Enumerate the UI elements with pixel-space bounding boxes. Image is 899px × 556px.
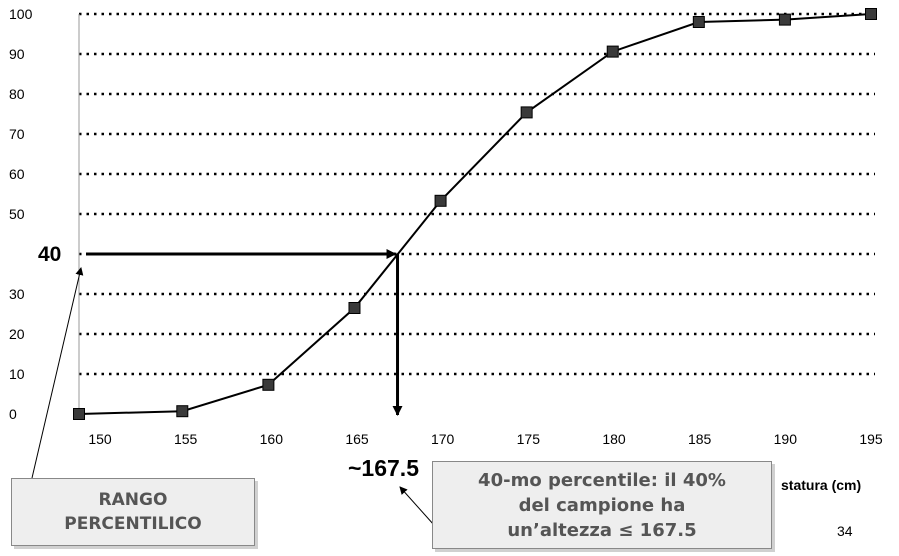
rango-pointer-arrow [31,267,84,479]
data-point [434,194,447,207]
explanation-line-1: 40-mo percentile: il 40% [478,469,726,491]
cumulative-line [78,13,872,415]
y-tick-label: 90 [9,46,25,62]
data-point [73,408,85,420]
x-tick-label: 155 [174,431,198,447]
x-tick-label: 170 [431,431,455,447]
x-axis-label: statura (cm) [781,477,862,493]
percentile-rank-label: 40 [38,243,62,266]
rango-line-1: RANGO [98,490,168,510]
x-tick-label: 165 [345,431,369,447]
y-tick-label: 70 [9,126,25,142]
y-tick-label: 10 [9,366,25,382]
x-tick-label: 180 [602,431,626,447]
rango-percentilico-box: RANGO PERCENTILICO [11,478,255,546]
data-point [778,13,791,26]
x-tick-label: 160 [260,431,284,447]
data-point [692,16,705,28]
y-tick-label: 100 [9,6,33,22]
x-tick-label: 190 [774,431,798,447]
x-tick-labels: 150 155 160 165 170 175 180 185 190 195 [88,431,883,447]
percentile-explanation-box: 40-mo percentile: il 40% del campione ha… [432,461,772,549]
y-tick-label: 60 [9,166,25,182]
x-tick-label: 195 [859,431,883,447]
y-tick-label: 50 [9,206,25,222]
data-point [348,302,361,314]
data-point [520,106,533,119]
explanation-line-3: un’altezza ≤ 167.5 [507,519,697,541]
data-point [865,8,877,20]
y-tick-label: 20 [9,326,25,342]
y-tick-labels: 0 10 20 30 50 60 70 80 90 100 [9,6,33,422]
x-tick-label: 185 [688,431,712,447]
percentile-value-label: ~167.5 [348,455,419,481]
data-point [262,378,275,391]
gridlines [79,12,875,376]
x-tick-label: 150 [88,431,112,447]
data-points [73,8,877,420]
percentile-annotation [31,249,435,526]
data-point [606,45,619,58]
y-tick-label: 0 [9,406,17,422]
y-tick-label: 80 [9,86,25,102]
y-tick-label: 30 [9,286,25,302]
percentile-pointer-arrow [399,486,435,526]
x-tick-label: 175 [517,431,541,447]
rango-line-2: PERCENTILICO [64,514,202,534]
page-number: 34 [837,523,853,539]
explanation-line-2: del campione ha [518,494,686,516]
data-point [176,405,189,418]
